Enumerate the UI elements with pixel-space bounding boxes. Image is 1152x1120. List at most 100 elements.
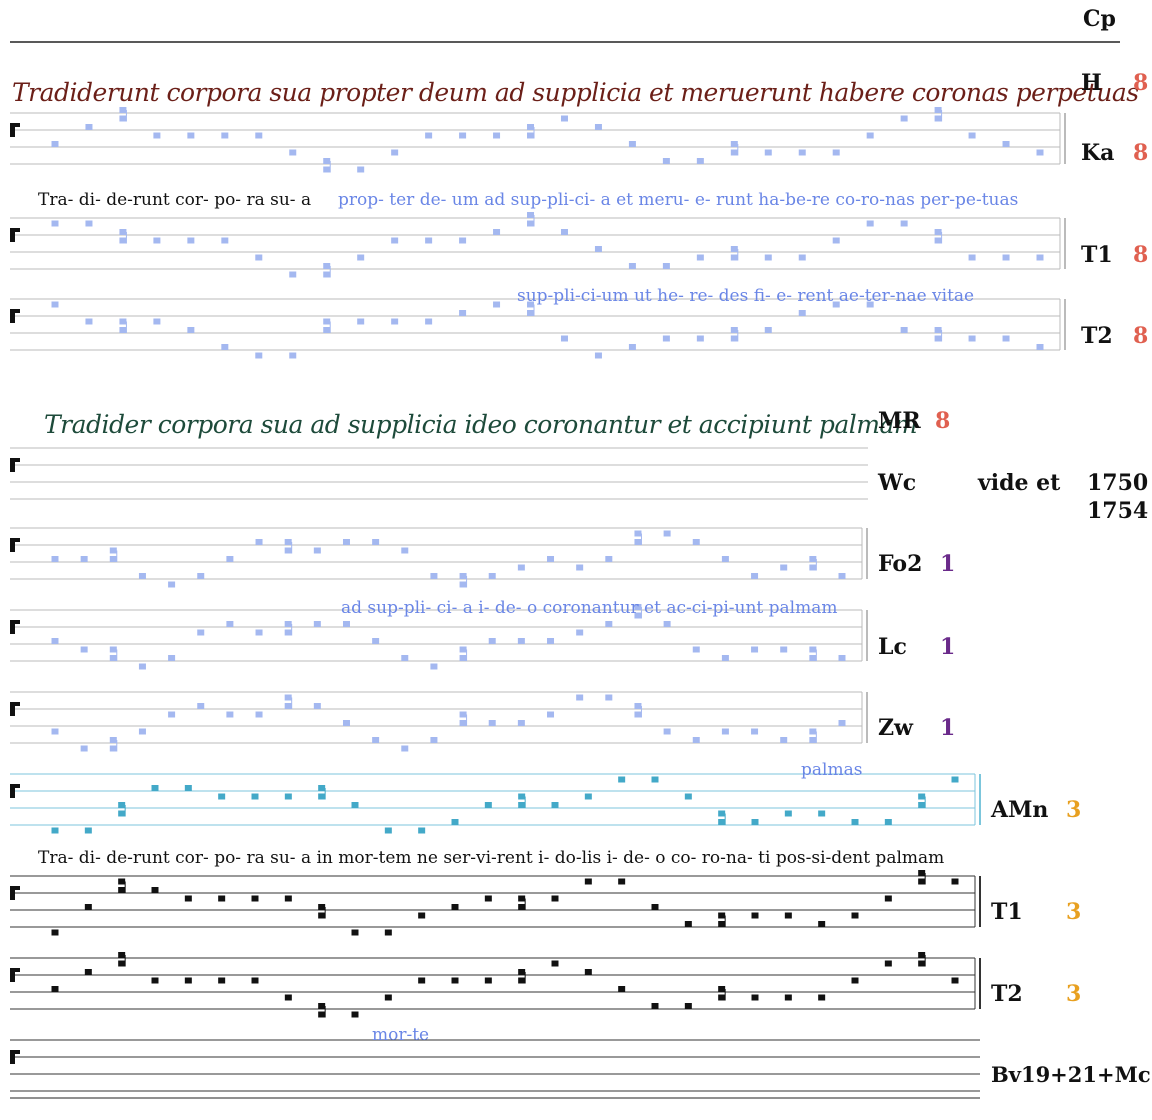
clef-t1b [10,886,15,900]
clef-t2a-cap [10,309,20,313]
neume-t2a-5 [187,327,195,333]
lyrics-t2-b-blue: mor-te [372,1025,430,1045]
neume-ka-26 [900,115,908,122]
neume-zw-26 [780,737,788,743]
siglum-t2-a: T2 [1081,323,1113,349]
neume-fo2-8 [255,539,263,545]
neume-t2b-5 [184,977,192,984]
neume-t2a-27 [934,335,942,342]
neume-zw-1 [51,728,59,735]
neume-zw-3-upper [109,737,117,743]
neume-lc-7 [226,621,234,627]
lyrics-zw-blue: palmas [801,760,863,780]
neume-ka-9-upper [323,158,331,164]
neume-lc-14 [430,663,438,670]
neume-fo2-22 [663,530,671,537]
neume-lc-12 [372,638,380,644]
neume-t1a-15-upper [527,212,535,218]
neume-fo2-20 [605,556,613,562]
neume-amn-5 [184,785,192,791]
neume-zw-19 [576,694,584,701]
neume-t2a-4 [153,318,161,325]
neume-ka-23 [798,149,806,156]
neume-t2a-23 [798,310,806,316]
neume-t2b-20 [684,1003,692,1009]
neume-t1b-8 [284,895,292,902]
neume-t1a-6 [221,237,229,244]
clef-lc [10,620,15,634]
neume-t2a-8 [289,352,297,359]
neume-lc-4 [138,663,146,670]
neume-t1b-7 [251,895,259,902]
neume-amn-27-upper [918,793,926,800]
neume-fo2-14 [430,573,438,579]
siglum-t1-a: T1 [1081,242,1113,268]
neume-t1a-3-upper [119,229,127,235]
neume-t1a-27-upper [934,229,942,235]
neume-lc-10 [313,621,321,627]
neume-t2b-14 [484,977,492,984]
neume-ka-24 [832,149,840,156]
neume-ka-16 [560,115,568,122]
neume-zw-4 [138,728,146,735]
mode-amn: 3 [1066,797,1082,823]
neume-lc-8 [255,629,263,636]
neume-t1b-18 [618,878,626,885]
neume-t2a-21-upper [730,327,738,333]
neume-ka-3-upper [119,107,127,113]
neume-t2b-24 [818,994,826,1001]
neume-amn-9 [318,793,326,800]
neume-t1a-7 [255,254,263,261]
neume-t1b-1 [51,929,59,936]
neume-t2b-11 [384,994,392,1001]
neume-t1a-30 [1036,254,1044,261]
neume-t1a-2 [85,220,93,227]
neume-t1a-9-upper [323,263,331,269]
neume-amn-24 [818,810,826,817]
mode-mr: 8 [935,408,951,434]
neume-fo2-13 [401,547,409,554]
neume-zw-13 [401,745,409,752]
neume-t2a-16 [560,335,568,342]
neume-t1b-16 [551,895,559,902]
neume-amn-9-upper [318,785,326,791]
mode-h: 8 [1133,70,1149,96]
neume-lc-27 [809,655,817,661]
neume-amn-3 [118,810,126,817]
clef-ka [10,123,15,137]
neume-amn-17 [584,793,592,800]
neume-t1b-26 [884,895,892,902]
neume-amn-12 [418,827,426,834]
neume-amn-15-upper [518,793,526,800]
neume-ka-17 [594,124,602,130]
neume-t1a-1 [51,220,59,227]
neume-amn-28 [951,776,959,783]
clef-t2a [10,309,15,323]
neume-amn-20 [684,793,692,800]
neume-ka-13 [459,132,467,139]
neume-t2b-21 [718,994,726,1001]
neume-t2b-22 [751,994,759,1001]
neume-t2b-17 [584,969,592,975]
neume-zw-27-upper [809,728,817,735]
neume-t1a-29 [1002,254,1010,261]
neume-amn-19 [651,776,659,783]
neume-t2a-3 [119,327,127,333]
neume-lc-18 [547,638,555,644]
lyrics-fo2-blue: ad sup-pli- ci- a i- de- o coronantur et… [341,598,838,618]
neume-t2a-9 [323,327,331,333]
neume-t1a-4 [153,237,161,244]
neume-lc-17 [517,638,525,644]
clef-bv-cap [10,1050,20,1054]
neume-amn-27 [918,802,926,808]
neume-t1b-3-upper [118,878,126,885]
neume-zw-15-upper [459,711,467,718]
neume-t1a-9 [323,271,331,278]
neume-lc-9-upper [284,621,292,627]
neume-t1a-23 [798,254,806,261]
neume-t1b-27-upper [918,870,926,876]
neume-zw-12 [372,737,380,743]
neume-amn-15 [518,802,526,808]
neume-ka-4 [153,132,161,139]
